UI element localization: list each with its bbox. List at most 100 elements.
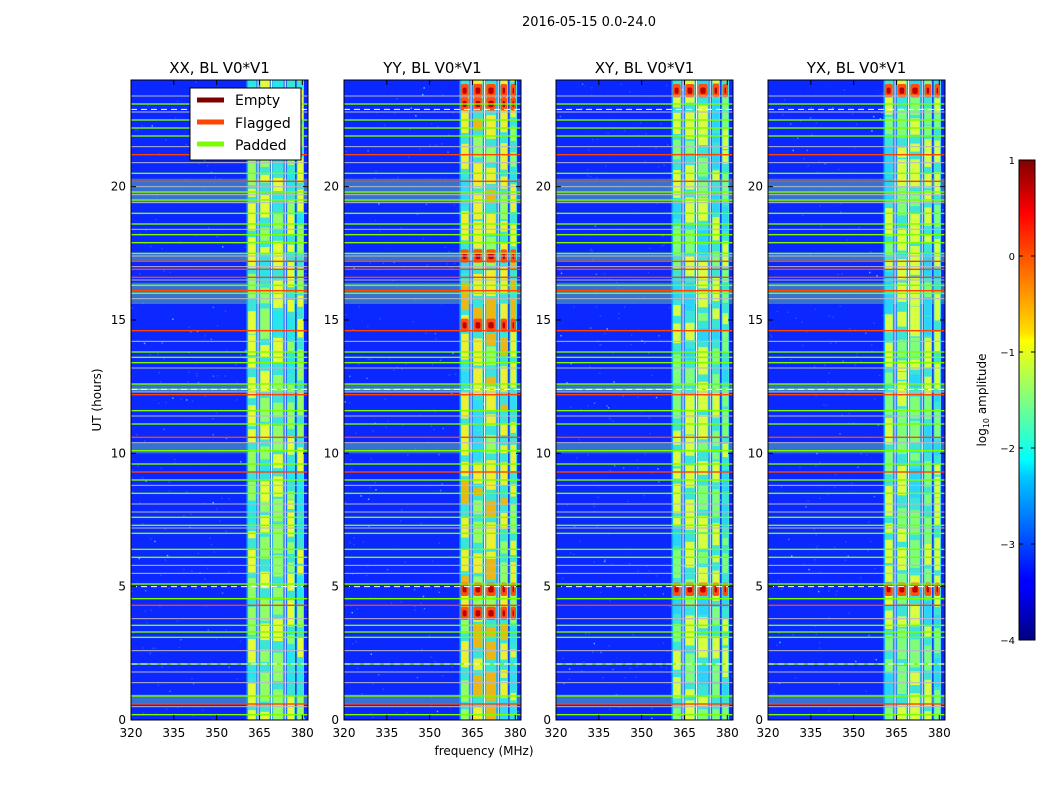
noise-speck [560, 335, 562, 337]
noise-speck [599, 368, 602, 370]
noise-speck [657, 653, 659, 655]
noise-speck [366, 377, 368, 380]
noise-speck [516, 686, 519, 688]
gray-line [556, 298, 733, 300]
noise-speck [427, 101, 430, 103]
band-texture-patch [722, 268, 729, 283]
band-texture-patch [500, 541, 508, 554]
band-texture-patch [510, 332, 517, 358]
noise-speck [942, 603, 945, 605]
padded-line [556, 103, 733, 105]
noise-speck [399, 520, 402, 522]
noise-speck [165, 139, 167, 141]
band-texture-patch [273, 618, 283, 642]
gray-line [131, 340, 308, 342]
band-texture-patch [884, 87, 893, 115]
padded-line [344, 524, 521, 527]
noise-speck [694, 465, 697, 468]
noise-speck [448, 537, 451, 540]
band-texture-patch [712, 665, 720, 682]
noise-speck [657, 468, 659, 470]
burst-core [899, 586, 905, 593]
noise-speck [599, 344, 601, 346]
noise-speck [632, 596, 634, 598]
noise-speck [810, 106, 813, 109]
x-tick-label: 320 [333, 726, 356, 740]
padded-line [556, 532, 733, 535]
band-texture-patch [884, 485, 893, 516]
noise-speck [659, 692, 661, 694]
noise-speck [405, 363, 407, 365]
noise-speck [166, 554, 169, 557]
padded-line [768, 172, 945, 175]
noise-speck [788, 460, 790, 463]
noise-speck [418, 148, 421, 151]
band-texture-patch [500, 176, 508, 189]
noise-speck [150, 245, 152, 248]
gray-line [768, 146, 945, 148]
noise-speck [643, 113, 645, 115]
noise-speck [586, 168, 589, 171]
x-tick-label: 320 [120, 726, 143, 740]
panel-title-xx: XX, BL V0*V1 [169, 59, 270, 77]
noise-speck [157, 684, 160, 687]
noise-speck [769, 334, 772, 336]
noise-speck [304, 711, 307, 713]
legend-label-empty: Empty [235, 93, 280, 109]
band-texture-patch [510, 649, 517, 658]
noise-speck [941, 482, 943, 484]
gray-line [344, 162, 521, 164]
noise-speck [142, 477, 144, 479]
noise-speck [848, 412, 850, 415]
noise-speck [185, 418, 187, 421]
x-tick-label: 380 [504, 726, 527, 740]
band-texture-patch [473, 400, 483, 430]
noise-speck [404, 561, 406, 563]
noise-speck [570, 406, 572, 408]
noise-speck [141, 213, 143, 216]
noise-speck [881, 92, 884, 95]
panel-title-yy: YY, BL V0*V1 [382, 59, 481, 77]
band-texture-patch [297, 576, 304, 602]
band-texture-patch [712, 555, 720, 563]
gray-line [131, 266, 308, 268]
noise-speck [663, 244, 665, 246]
noise-speck [433, 428, 435, 431]
noise-speck [448, 501, 451, 503]
noise-speck [163, 357, 165, 360]
noise-speck [367, 150, 369, 152]
noise-speck [836, 152, 838, 155]
noise-speck [573, 525, 576, 528]
noise-speck [224, 375, 226, 377]
x-tick-label: 365 [248, 726, 271, 740]
noise-speck [137, 579, 139, 582]
padded-line [131, 713, 308, 716]
noise-speck [779, 641, 781, 644]
noise-speck [583, 573, 585, 576]
noise-speck [815, 520, 817, 522]
noise-speck [645, 133, 647, 135]
padded-line [768, 597, 945, 600]
noise-speck [805, 331, 808, 333]
noise-speck [647, 271, 650, 274]
noise-speck [430, 581, 432, 583]
noise-speck [682, 495, 685, 498]
gray-line [768, 266, 945, 268]
noise-speck [774, 361, 776, 363]
noise-speck [857, 466, 859, 469]
band-texture-patch [297, 361, 304, 381]
noise-speck [823, 86, 826, 88]
gray-band [131, 384, 308, 392]
noise-speck [818, 647, 821, 649]
band-texture-patch [473, 553, 483, 574]
band-texture-patch [712, 251, 720, 266]
padded-line [344, 713, 521, 716]
noise-speck [422, 93, 424, 96]
noise-speck [204, 335, 206, 337]
padded-line [131, 631, 308, 633]
noise-speck [350, 459, 352, 461]
band-texture-patch [473, 307, 483, 329]
band-texture-patch [460, 424, 469, 456]
x-axis-yy: 320 335 350 365 380 [333, 80, 527, 740]
